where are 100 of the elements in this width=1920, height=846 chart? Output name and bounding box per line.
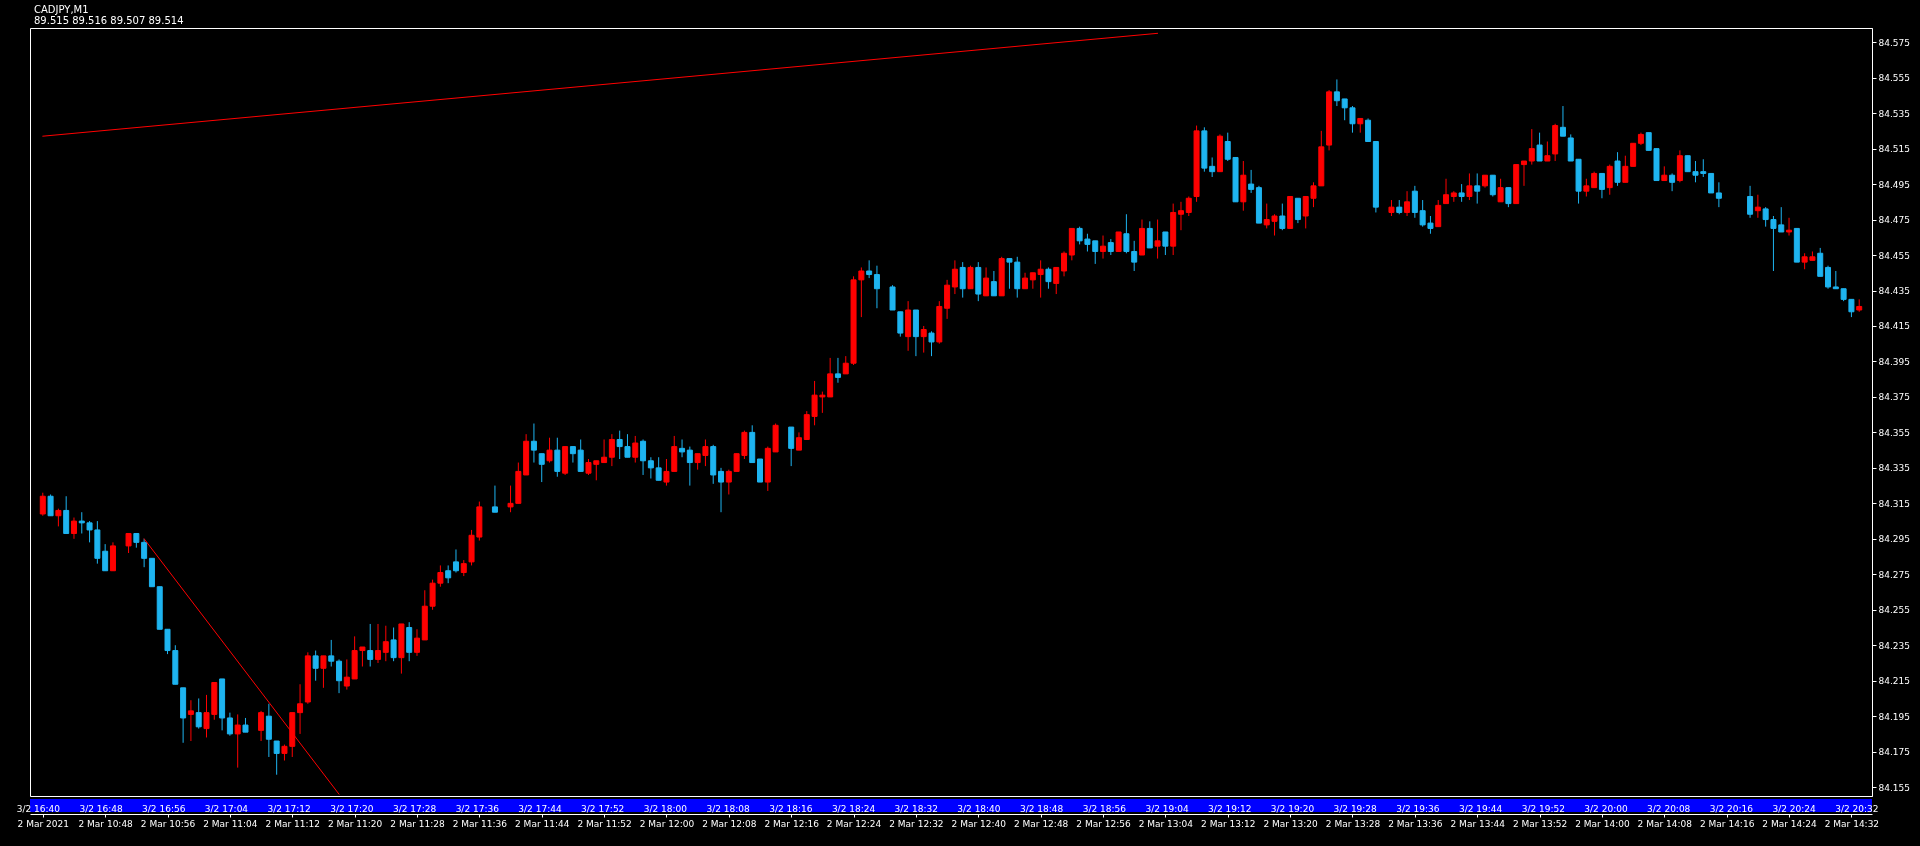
candlestick (226, 712, 233, 737)
x2-tick-label: 3/2 17:52 (581, 803, 625, 814)
candlestick (1622, 155, 1629, 183)
candlestick (757, 458, 763, 483)
x2-tick-label: 3/2 18:48 (1019, 803, 1064, 814)
candlestick (1146, 220, 1153, 249)
x-tick-label: 2 Mar 14:00 (1575, 818, 1630, 829)
candlestick (1404, 190, 1411, 217)
candlestick (679, 438, 686, 458)
x-tick-label: 2 Mar 13:52 (1512, 818, 1568, 829)
candlestick (538, 453, 545, 483)
x-tick-label: 2 Mar 10:56 (140, 818, 196, 829)
candlestick (788, 426, 795, 467)
x2-tick-label: 3/2 19:12 (1208, 803, 1252, 814)
candlestick (312, 650, 319, 682)
x2-tick-label: 3/2 18:24 (831, 803, 876, 814)
candlestick (382, 625, 389, 662)
x-tick-label: 2 Mar 11:20 (327, 818, 383, 829)
y-tick-label: 84.395 (1878, 356, 1910, 367)
candlestick (990, 270, 997, 297)
candlestick (1528, 128, 1535, 166)
candlestick (234, 713, 241, 769)
candlestick (1708, 172, 1715, 194)
candlestick (1825, 265, 1832, 290)
candlestick (983, 266, 990, 297)
candlestick (1489, 174, 1496, 197)
candlestick (640, 438, 647, 476)
candlestick (452, 548, 459, 574)
candlestick (1669, 172, 1676, 192)
candlestick (1715, 181, 1722, 208)
x2-tick-label: 3/2 17:44 (518, 803, 562, 814)
chart-subtitle: 89.515 89.516 89.507 89.514 (34, 15, 184, 26)
x2-tick-label: 3/2 18:56 (1082, 803, 1127, 814)
candlestick (569, 446, 576, 464)
candlestick (686, 446, 693, 487)
candlestick (187, 699, 194, 742)
candlestick (1154, 219, 1161, 260)
x2-tick-label: 3/2 17:36 (455, 803, 500, 814)
candlestick (1598, 172, 1605, 199)
candlestick (1365, 117, 1372, 143)
candlestick (390, 627, 397, 662)
candlestick (413, 628, 420, 657)
candlestick (125, 533, 132, 554)
y-tick-label: 84.555 (1878, 73, 1910, 84)
x2-tick-label: 3/2 16:56 (142, 803, 186, 814)
y-tick-label: 84.455 (1878, 250, 1910, 261)
x-tick-label: 2 Mar 13:04 (1138, 818, 1194, 829)
x-tick-label: 2 Mar 12:32 (889, 818, 944, 829)
candlestick (367, 623, 374, 668)
candlestick (1520, 160, 1527, 187)
x-tick-label: 2 Mar 13:44 (1450, 818, 1506, 829)
candlestick (920, 325, 927, 354)
candlestick (1294, 197, 1301, 224)
candlestick (601, 438, 608, 464)
candlestick (1115, 231, 1122, 252)
x-tick-label: 2 Mar 14:08 (1637, 818, 1693, 829)
candlestick (1045, 266, 1052, 290)
candlestick (866, 259, 873, 279)
x-tick-label: 2 Mar 13:20 (1263, 818, 1319, 829)
candlestick (951, 259, 958, 295)
candlestick (63, 495, 70, 534)
y-tick-label: 84.235 (1878, 640, 1910, 651)
y-tick-label: 84.435 (1878, 286, 1910, 296)
candlestick (1185, 196, 1192, 217)
candlestick (70, 517, 77, 540)
candlestick (1037, 259, 1044, 299)
x2-tick-label: 3/2 20:24 (1772, 803, 1817, 814)
candlestick (1544, 141, 1551, 162)
candlestick (608, 433, 615, 467)
candlestick (273, 740, 280, 776)
candlestick (1786, 217, 1793, 237)
x-tick-label: 2 Mar 13:28 (1325, 818, 1381, 829)
candlestick (297, 683, 304, 735)
candlestick (328, 639, 335, 668)
x2-tick-label: 3/2 19:52 (1521, 803, 1565, 814)
x2-tick-label: 3/2 17:04 (204, 803, 249, 814)
candlestick (39, 492, 46, 517)
y-tick-label: 84.215 (1878, 676, 1910, 687)
x2-tick-label: 3/2 17:20 (330, 803, 374, 814)
candlestick (632, 435, 639, 464)
y-tick-label: 84.335 (1878, 463, 1910, 474)
candlestick (873, 265, 880, 309)
candlestick (47, 493, 54, 517)
y-tick-label: 84.315 (1878, 498, 1910, 509)
x-tick-label: 2 Mar 11:44 (515, 818, 570, 829)
y-tick-label: 84.355 (1878, 427, 1910, 438)
x2-tick-label: 3/2 20:08 (1647, 803, 1691, 814)
candlestick (1606, 164, 1613, 196)
x-tick-label: 2 Mar 12:56 (1076, 818, 1131, 829)
chart-title: CADJPY,M1 (34, 4, 89, 15)
candlestick (1747, 185, 1754, 219)
x2-tick-label: 3/2 18:32 (894, 803, 938, 814)
candlestick (195, 697, 202, 730)
candlestick (1559, 105, 1566, 137)
candlestick (944, 279, 951, 320)
candlestick (1474, 172, 1481, 205)
candlestick (1630, 142, 1637, 167)
x2-tick-label: 3/2 18:00 (643, 803, 688, 814)
candlestick (265, 703, 272, 758)
x2-tick-label: 3/2 16:48 (79, 803, 123, 814)
